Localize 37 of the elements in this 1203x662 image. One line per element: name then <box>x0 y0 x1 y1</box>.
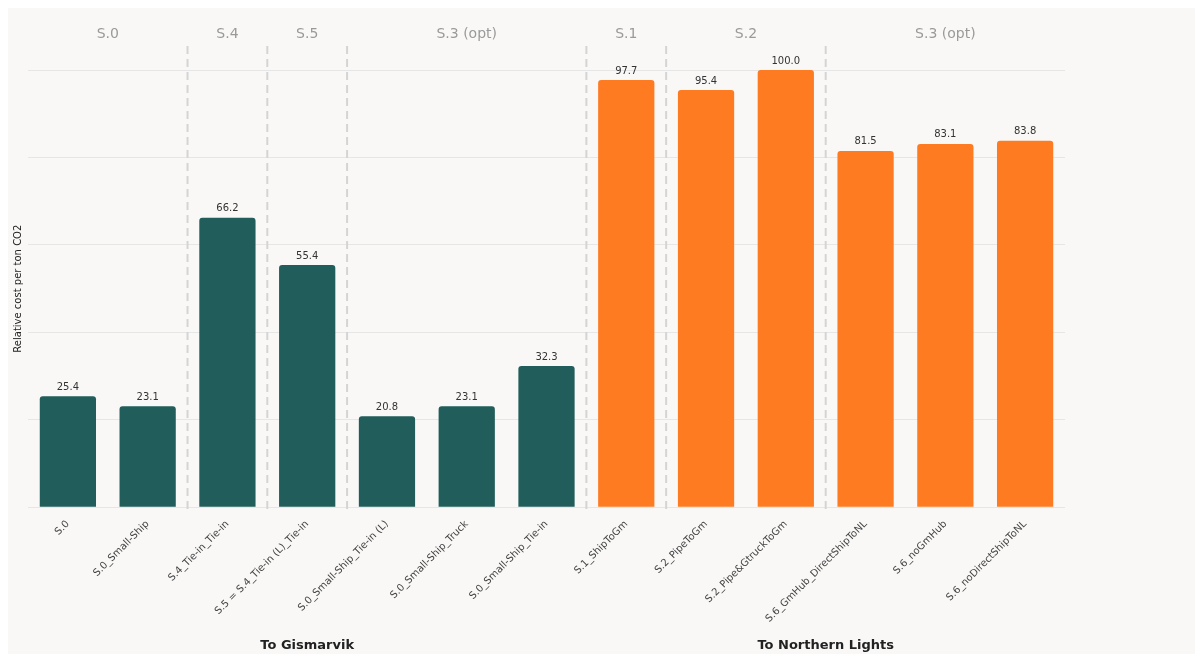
y-axis-title: Relative cost per ton CO2 <box>11 224 23 353</box>
bar <box>518 366 575 507</box>
data-label: 23.1 <box>136 390 159 402</box>
data-label: 20.8 <box>375 400 399 412</box>
text: S.3 (opt) <box>915 24 976 41</box>
data-label: 25.4 <box>56 380 80 392</box>
bar <box>199 217 256 507</box>
data-label: 23.1 <box>455 390 478 402</box>
data-label: 97.7 <box>615 64 638 76</box>
x-tick-label: S.0 <box>52 518 72 538</box>
data-label: 81.5 <box>854 135 877 147</box>
data-label: 66.2 <box>216 202 239 214</box>
bar <box>598 80 655 507</box>
bar <box>757 70 814 507</box>
text: To Northern Lights <box>757 636 895 652</box>
text: To Gismarvik <box>260 636 355 652</box>
bar <box>917 143 974 507</box>
text: S.5 <box>296 24 319 41</box>
data-label: 55.4 <box>296 249 319 261</box>
data-label: 95.4 <box>694 74 718 86</box>
bar <box>677 90 735 507</box>
text: S.4 <box>216 24 239 41</box>
bar <box>279 265 336 507</box>
data-label: 83.1 <box>934 128 957 140</box>
text: S.3 (opt) <box>436 24 498 41</box>
bar <box>438 406 495 507</box>
data-label: 83.8 <box>1013 125 1037 137</box>
data-label: 32.3 <box>535 350 558 362</box>
bar <box>358 416 416 507</box>
text: S.1 <box>615 24 638 41</box>
text: S.2 <box>734 24 758 41</box>
data-label: 100.0 <box>771 54 801 66</box>
bar <box>837 150 894 507</box>
text: S.0 <box>96 24 119 41</box>
bar <box>119 406 176 507</box>
bar <box>996 140 1054 507</box>
bar <box>39 396 97 507</box>
